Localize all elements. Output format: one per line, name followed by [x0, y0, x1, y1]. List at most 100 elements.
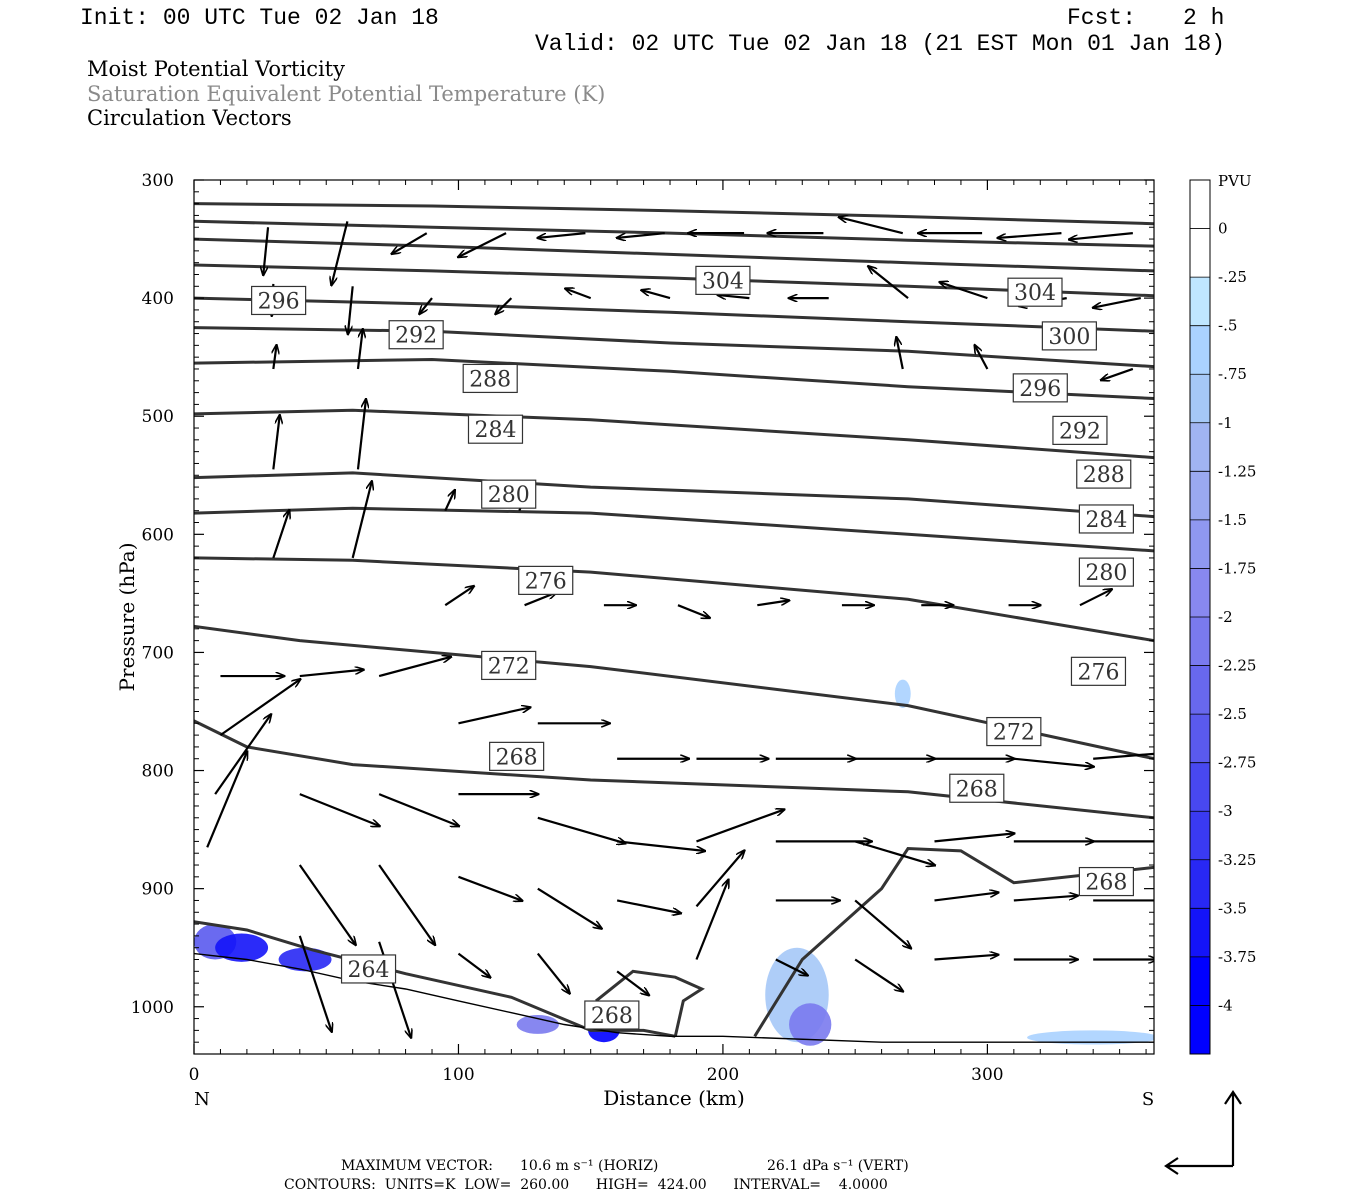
colorbar-label: -3	[1218, 802, 1233, 820]
colorbar-swatch	[1190, 956, 1210, 1006]
colorbar-label: -2	[1218, 608, 1233, 626]
colorbar-swatch	[1190, 714, 1210, 764]
circulation-vector	[854, 840, 935, 865]
contour-label-box	[1078, 504, 1134, 534]
x-tick-label: 100	[442, 1065, 474, 1085]
circulation-vector	[458, 707, 530, 725]
contour-label: 288	[469, 367, 511, 392]
circulation-vector	[565, 289, 592, 300]
circulation-vector	[1069, 232, 1133, 239]
colorbar-label: -.75	[1218, 365, 1247, 383]
circulation-vector	[775, 958, 808, 976]
colorbar-swatch	[1190, 568, 1210, 618]
forecast-hour: 2 h	[1183, 5, 1225, 31]
x-tick-label: 300	[971, 1065, 1003, 1085]
contour-info: CONTOURS: UNITS=K LOW= 260.00 HIGH= 424.…	[284, 1177, 888, 1193]
y-tick-label: 1000	[131, 998, 174, 1018]
theta-contour-292	[194, 357, 1154, 400]
circulation-vector	[934, 833, 1014, 843]
colorbar-swatch	[1190, 665, 1210, 715]
field-title-pv: Moist Potential Vorticity	[87, 57, 345, 81]
circulation-vector	[617, 840, 705, 851]
x-tick-label: 200	[707, 1065, 739, 1085]
theta-contour-304	[194, 237, 1154, 273]
colorbar-label: 0	[1218, 220, 1228, 238]
circulation-vector	[537, 232, 586, 238]
circulation-vector	[299, 793, 380, 826]
colorbar-swatch	[1190, 519, 1210, 569]
theta-contour-300	[194, 296, 1154, 333]
contour-label-box	[481, 479, 537, 509]
contour-label: 304	[1014, 281, 1056, 306]
x-axis-label: Distance (km)	[603, 1086, 745, 1110]
contour-label: 280	[488, 483, 530, 508]
circulation-vector	[677, 604, 710, 618]
y-tick-label: 600	[142, 525, 174, 545]
colorbar-label: -1.5	[1218, 511, 1247, 529]
contour-label-box	[489, 741, 545, 771]
circulation-vector	[934, 892, 998, 902]
circulation-vector	[537, 816, 626, 844]
contour-label: 264	[348, 958, 390, 983]
contour-label: 304	[702, 269, 744, 294]
field-title-theta-es: Saturation Equivalent Potential Temperat…	[87, 82, 606, 106]
contour-label: 272	[488, 654, 530, 679]
circulation-vector	[331, 221, 349, 285]
circulation-vector	[356, 329, 363, 370]
colorbar-label: -2.25	[1218, 657, 1256, 675]
circulation-vector	[378, 793, 459, 826]
circulation-vector	[617, 232, 665, 238]
colorbar-swatch	[1190, 277, 1210, 327]
y-tick-label: 300	[142, 171, 174, 191]
contour-label: 300	[1048, 325, 1090, 350]
circulation-vector	[868, 266, 909, 299]
colorbar-swatch	[1190, 1005, 1210, 1055]
colorbar-label: -.25	[1218, 268, 1247, 286]
contour-label: 268	[1085, 871, 1127, 896]
contour-label-box	[1076, 459, 1132, 489]
circulation-vector	[854, 958, 903, 992]
contour-label-box	[340, 954, 397, 984]
x-right-end-label: S	[1142, 1089, 1154, 1110]
circulation-vector	[854, 899, 911, 948]
contour-label-box	[1078, 866, 1134, 897]
pv-shading-patch	[894, 679, 911, 708]
theta-contour-288	[194, 408, 1154, 460]
max-vert-vector: 26.1 dPa s⁻¹ (VERT)	[767, 1158, 909, 1174]
colorbar-label: -2.5	[1218, 705, 1247, 723]
circulation-vector	[263, 227, 270, 275]
y-tick-label: 700	[142, 643, 174, 663]
circulation-vector	[975, 345, 989, 370]
circulation-vector	[219, 679, 300, 737]
colorbar-swatch	[1190, 228, 1210, 278]
contour-label: 292	[1059, 419, 1101, 444]
theta-contour-268	[194, 920, 676, 1038]
terrain-line	[194, 952, 1154, 1043]
x-left-end-label: N	[194, 1089, 210, 1110]
init-time: Init: 00 UTC Tue 02 Jan 18	[80, 5, 439, 31]
theta-contour-268	[595, 969, 705, 1037]
colorbar-swatch	[1190, 908, 1210, 958]
colorbar-label: -.5	[1218, 317, 1237, 335]
valid-time: Valid: 02 UTC Tue 02 Jan 18 (21 EST Mon …	[535, 31, 1226, 57]
theta-contour-304	[194, 219, 1154, 248]
colorbar-swatch	[1190, 811, 1210, 861]
circulation-vector	[419, 297, 433, 314]
contour-label-box	[251, 285, 307, 316]
circulation-vector	[536, 952, 570, 994]
theta-contour-284	[194, 471, 1154, 519]
circulation-vector	[939, 282, 988, 300]
theta-contour-304	[194, 202, 1154, 226]
circulation-vector	[1093, 297, 1141, 308]
contour-label-box	[1078, 557, 1134, 587]
theta-contour-280	[194, 506, 1154, 553]
contour-label: 268	[956, 777, 998, 802]
colorbar-label: -3.5	[1218, 899, 1247, 917]
contour-label-box	[1041, 321, 1097, 351]
circulation-vector	[1079, 589, 1112, 607]
colorbar-swatch	[1190, 762, 1210, 812]
contour-label-box	[388, 320, 444, 350]
circulation-vector	[356, 399, 366, 470]
circulation-vector	[896, 337, 904, 370]
theta-contour-276	[194, 556, 1154, 643]
